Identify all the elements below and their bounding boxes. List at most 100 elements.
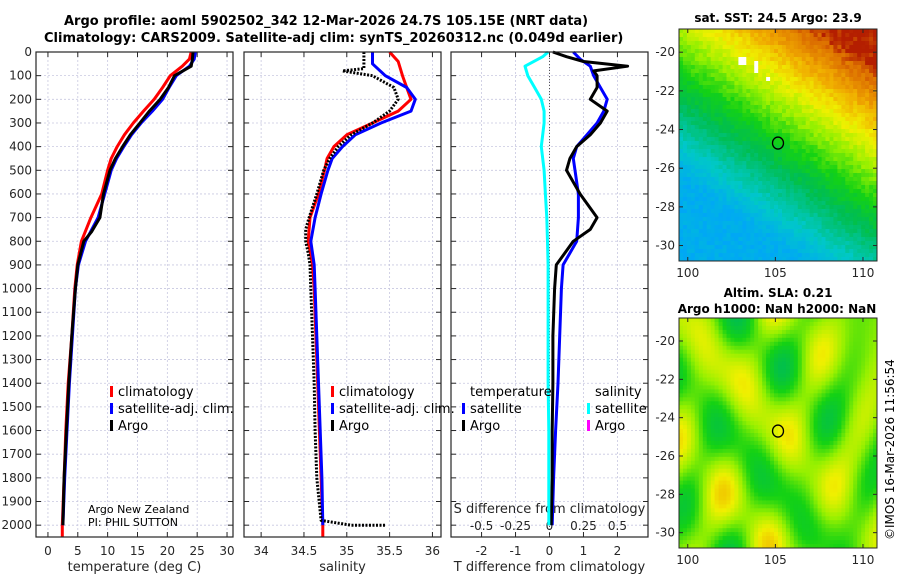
- map-cell: [694, 373, 700, 378]
- map-cell: [829, 233, 834, 238]
- map-cell: [698, 369, 704, 374]
- map-cell: [785, 433, 791, 438]
- map-cell: [683, 45, 688, 50]
- map-cell: [837, 221, 842, 226]
- map-cell: [793, 233, 799, 238]
- map-cell: [782, 93, 787, 98]
- map-cell: [714, 177, 719, 182]
- map-cell: [722, 217, 727, 222]
- map-cell: [793, 109, 799, 114]
- map-cell: [710, 109, 716, 114]
- map-cell: [714, 105, 719, 110]
- map-cell: [766, 133, 771, 138]
- map-cell: [825, 29, 830, 34]
- map-cell: [770, 61, 775, 66]
- map-cell: [778, 508, 783, 513]
- map-cell: [746, 353, 751, 359]
- map-cell: [782, 532, 787, 537]
- map-cell: [778, 105, 783, 110]
- map-cell: [758, 77, 763, 82]
- map-cell: [845, 197, 850, 202]
- map-cell: [789, 249, 795, 254]
- map-cell: [762, 193, 767, 198]
- map-cell: [825, 209, 830, 214]
- map-cell: [793, 85, 799, 90]
- map-cell: [774, 145, 779, 150]
- map-cell: [793, 480, 799, 485]
- x-tick-label: 34.5: [291, 544, 318, 558]
- map-cell: [730, 397, 735, 402]
- map-cell: [754, 492, 759, 497]
- map-cell: [770, 117, 775, 122]
- map-cell: [762, 69, 767, 74]
- map-cell: [742, 488, 747, 493]
- map-cell: [746, 452, 751, 458]
- map-cell: [710, 177, 716, 182]
- map-cell: [861, 225, 866, 230]
- map-cell: [679, 433, 684, 438]
- map-cell: [718, 109, 723, 114]
- map-cell: [766, 113, 771, 118]
- map-cell: [849, 33, 854, 38]
- y-tick-label: 1200: [1, 329, 32, 343]
- map-cell: [766, 177, 771, 182]
- map-cell: [785, 125, 791, 130]
- map-cell: [873, 169, 878, 174]
- map-cell: [770, 401, 775, 406]
- map-cell: [782, 197, 787, 202]
- map-cell: [758, 177, 763, 182]
- map-cell: [825, 241, 830, 246]
- map-cell: [698, 125, 704, 130]
- map-cell: [829, 205, 834, 210]
- map-cell: [694, 484, 700, 489]
- map-cell: [730, 125, 735, 130]
- map-cell: [746, 233, 751, 238]
- map-cell: [841, 205, 846, 210]
- map-cell: [785, 193, 791, 198]
- map-cell: [782, 97, 787, 102]
- map-cell: [710, 318, 716, 323]
- map-cell: [770, 241, 775, 246]
- map-cell: [853, 249, 858, 254]
- map-cell: [778, 417, 783, 422]
- map-cell: [698, 385, 704, 390]
- map-cell: [730, 229, 735, 234]
- map-cell: [849, 161, 854, 166]
- map-cell: [797, 29, 803, 34]
- map-cell: [782, 476, 787, 481]
- map-cell: [683, 209, 688, 214]
- map-cell: [841, 165, 846, 170]
- map-cell: [726, 500, 731, 505]
- map-cell: [746, 61, 751, 66]
- map-cell: [778, 149, 783, 154]
- map-cell: [829, 81, 834, 86]
- map-cell: [679, 540, 684, 545]
- map-cell: [758, 389, 763, 394]
- map-cell: [730, 137, 735, 142]
- map-cell: [837, 253, 842, 258]
- map-cell: [793, 205, 799, 210]
- map-cell: [706, 133, 712, 138]
- map-cell: [722, 500, 727, 505]
- map-cell: [813, 185, 818, 190]
- map-cell: [730, 540, 735, 545]
- map-cell: [686, 61, 692, 66]
- map-cell: [813, 117, 818, 122]
- map-cell: [718, 544, 723, 549]
- map-cell: [690, 209, 696, 214]
- map-cell: [686, 113, 692, 118]
- map-cell: [718, 37, 723, 42]
- map-cell: [845, 193, 850, 198]
- map-cell: [845, 205, 850, 210]
- map-y-tick-label: -20: [655, 45, 675, 59]
- map-cell: [734, 61, 739, 66]
- map-cell: [694, 508, 700, 513]
- map-cell: [817, 173, 822, 178]
- map-cell: [726, 322, 731, 327]
- map-cell: [817, 213, 822, 218]
- map-cell: [722, 369, 727, 374]
- map-cell: [774, 405, 779, 410]
- map-cell: [809, 141, 815, 146]
- map-cell: [778, 405, 783, 410]
- map-cell: [706, 540, 712, 545]
